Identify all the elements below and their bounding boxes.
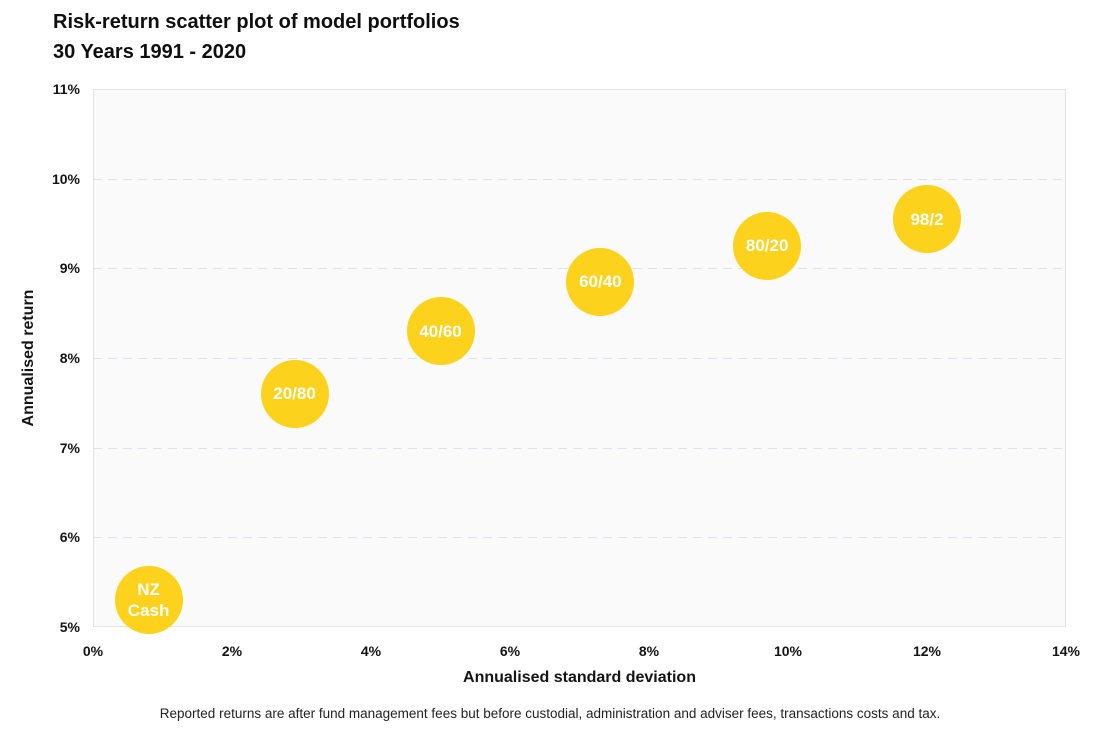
y-tick-label-11: 11% (52, 81, 80, 97)
x-tick-label-14: 14% (1051, 643, 1081, 659)
bubble-label: 80/20 (745, 236, 789, 256)
data-point-20-80[interactable]: 20/80 (260, 359, 329, 428)
x-tick-label-4: 4% (360, 643, 382, 659)
y-tick-label-5: 5% (59, 619, 80, 635)
x-tick-label-0: 0% (82, 643, 104, 659)
chart-title-line2: 30 Years 1991 - 2020 (53, 41, 247, 63)
x-tick-label-10: 10% (773, 643, 803, 659)
data-point-40-60[interactable]: 40/60 (406, 297, 475, 366)
x-tick-label-8: 8% (638, 643, 660, 659)
chart-title-line1: Risk-return scatter plot of model portfo… (53, 11, 460, 33)
data-point-80-20[interactable]: 80/20 (733, 211, 802, 280)
x-tick-label-6: 6% (499, 643, 521, 659)
chart-footnote: Reported returns are after fund manageme… (159, 706, 941, 721)
bubble-label: 40/60 (419, 321, 462, 341)
y-tick-label-10: 10% (51, 170, 80, 187)
y-gridline-6 (93, 537, 1066, 539)
x-axis-title: Annualised standard deviation (463, 669, 696, 686)
y-gridline-7 (93, 447, 1066, 449)
bubble-label: 60/40 (579, 272, 622, 292)
chart-title: Risk-return scatter plot of model portfo… (53, 7, 460, 67)
y-tick-label-9: 9% (59, 260, 80, 277)
bubble-label: NZ (137, 580, 160, 600)
y-gridline-8 (93, 358, 1066, 359)
bubble-label: Cash (127, 601, 170, 621)
y-gridline-10 (93, 178, 1066, 180)
data-point-60-40[interactable]: 60/40 (566, 247, 635, 316)
bubble-label: 98/2 (910, 209, 944, 229)
bubble-label: 20/80 (273, 384, 316, 404)
y-tick-label-7: 7% (59, 439, 80, 456)
y-tick-label-6: 6% (59, 529, 80, 546)
data-point-nz-cash[interactable]: NZ Cash (114, 566, 183, 635)
data-point-98-2[interactable]: 98/2 (893, 185, 961, 254)
x-tick-label-12: 12% (912, 643, 942, 659)
x-tick-label-2: 2% (221, 643, 243, 659)
y-tick-label-8: 8% (59, 350, 80, 366)
